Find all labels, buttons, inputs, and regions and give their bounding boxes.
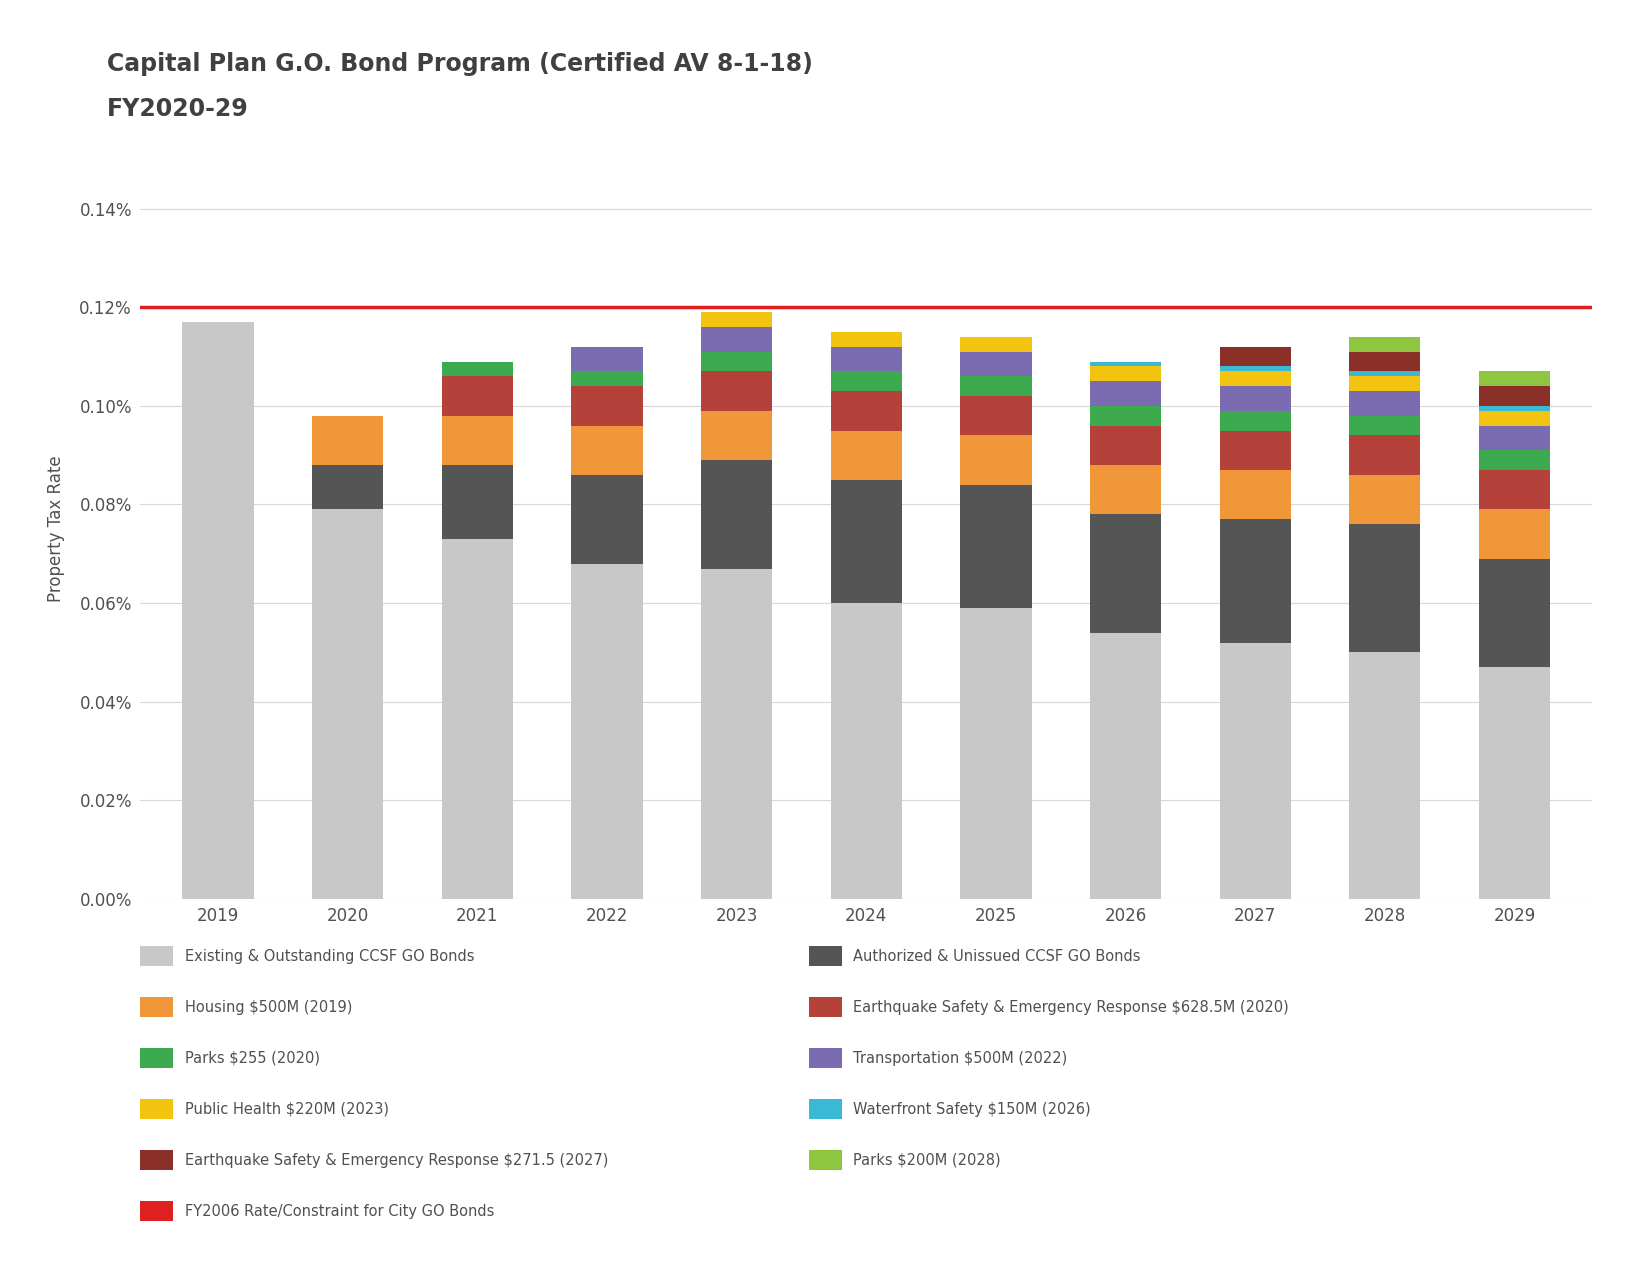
Bar (1091, 362, 1162, 366)
Bar (1219, 347, 1290, 366)
Y-axis label: Property Tax Rate: Property Tax Rate (48, 456, 66, 603)
Bar (1350, 337, 1421, 352)
Bar (1350, 352, 1421, 371)
Text: Earthquake Safety & Emergency Response $271.5 (2027): Earthquake Safety & Emergency Response $… (185, 1153, 609, 1168)
Bar (442, 465, 513, 539)
Bar (830, 332, 903, 347)
Bar (1219, 519, 1290, 643)
Bar (1350, 391, 1421, 416)
Bar (1478, 558, 1549, 667)
Bar (571, 474, 642, 564)
Text: Public Health $220M (2023): Public Health $220M (2023) (185, 1102, 389, 1117)
Bar (1091, 514, 1162, 632)
Bar (312, 510, 383, 899)
Text: Authorized & Unissued CCSF GO Bonds: Authorized & Unissued CCSF GO Bonds (853, 949, 1140, 964)
Bar (1219, 366, 1290, 371)
Bar (701, 569, 772, 899)
Bar (1219, 470, 1290, 519)
Bar (1350, 376, 1421, 391)
Bar (1350, 416, 1421, 436)
Bar (1478, 470, 1549, 510)
Text: Housing $500M (2019): Housing $500M (2019) (185, 1000, 351, 1015)
Bar (1478, 510, 1549, 558)
Bar (1478, 426, 1549, 450)
Text: Waterfront Safety $150M (2026): Waterfront Safety $150M (2026) (853, 1102, 1091, 1117)
Bar (960, 484, 1031, 608)
Text: Parks $255 (2020): Parks $255 (2020) (185, 1051, 320, 1066)
Bar (442, 376, 513, 416)
Bar (1478, 386, 1549, 405)
Bar (442, 539, 513, 899)
Bar (1350, 524, 1421, 653)
Bar (701, 326, 772, 352)
Bar (960, 436, 1031, 484)
Bar (1350, 474, 1421, 524)
Bar (571, 371, 642, 386)
Bar (183, 323, 254, 899)
Bar (1091, 405, 1162, 426)
Text: Existing & Outstanding CCSF GO Bonds: Existing & Outstanding CCSF GO Bonds (185, 949, 474, 964)
Bar (1219, 386, 1290, 411)
Bar (830, 391, 903, 431)
Bar (1091, 381, 1162, 405)
Text: Earthquake Safety & Emergency Response $628.5M (2020): Earthquake Safety & Emergency Response $… (853, 1000, 1289, 1015)
Bar (701, 411, 772, 460)
Bar (960, 352, 1031, 376)
Bar (701, 371, 772, 411)
Bar (1219, 411, 1290, 431)
Bar (571, 386, 642, 426)
Bar (571, 347, 642, 371)
Bar (701, 312, 772, 326)
Bar (1091, 465, 1162, 514)
Bar (1478, 450, 1549, 470)
Bar (1478, 371, 1549, 386)
Bar (1350, 436, 1421, 474)
Text: Transportation $500M (2022): Transportation $500M (2022) (853, 1051, 1068, 1066)
Bar (571, 426, 642, 474)
Bar (442, 362, 513, 376)
Bar (1350, 371, 1421, 376)
Text: FY2020-29: FY2020-29 (107, 97, 249, 121)
Bar (1219, 431, 1290, 470)
Bar (1219, 643, 1290, 899)
Bar (1478, 667, 1549, 899)
Bar (1091, 366, 1162, 381)
Bar (701, 352, 772, 371)
Bar (830, 479, 903, 603)
Bar (830, 431, 903, 479)
Text: FY2006 Rate/Constraint for City GO Bonds: FY2006 Rate/Constraint for City GO Bonds (185, 1204, 495, 1219)
Bar (1350, 653, 1421, 899)
Bar (1219, 371, 1290, 386)
Bar (960, 608, 1031, 899)
Bar (960, 337, 1031, 352)
Bar (830, 371, 903, 391)
Bar (442, 416, 513, 465)
Text: Capital Plan G.O. Bond Program (Certified AV 8-1-18): Capital Plan G.O. Bond Program (Certifie… (107, 52, 813, 76)
Bar (960, 376, 1031, 397)
Bar (1478, 411, 1549, 426)
Bar (312, 416, 383, 465)
Bar (1478, 405, 1549, 411)
Bar (960, 397, 1031, 436)
Bar (830, 347, 903, 371)
Bar (1091, 632, 1162, 899)
Bar (830, 603, 903, 899)
Bar (1091, 426, 1162, 465)
Bar (701, 460, 772, 569)
Bar (312, 465, 383, 510)
Text: Parks $200M (2028): Parks $200M (2028) (853, 1153, 1000, 1168)
Bar (571, 564, 642, 899)
